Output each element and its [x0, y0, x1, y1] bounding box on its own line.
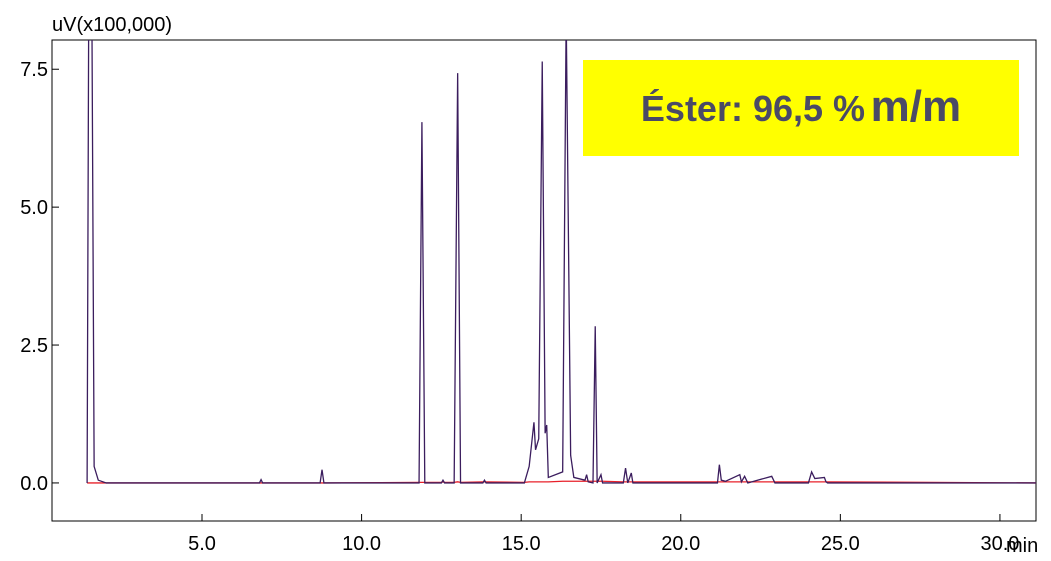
- x-tick-label: 5.0: [188, 533, 216, 555]
- x-axis-label: min: [1006, 535, 1038, 556]
- y-tick-label: 2.5: [20, 335, 48, 357]
- y-tick-label: 7.5: [20, 59, 48, 81]
- y-tick-label: 0.0: [20, 473, 48, 495]
- x-tick-label: 10.0: [342, 533, 381, 555]
- trace: [86, 40, 1036, 484]
- plot-frame: [51, 39, 1037, 522]
- annotation: Éster: 96,5 % m/m: [641, 82, 961, 131]
- x-tick-label: 20.0: [661, 533, 700, 555]
- plot-lines: [86, 40, 1036, 484]
- x-tick-label: 30.0: [980, 533, 1019, 555]
- x-tick-label: 25.0: [821, 533, 860, 555]
- x-tick-label: 15.0: [502, 533, 541, 555]
- annotation-box: [583, 60, 1019, 156]
- y-tick-label: 5.0: [20, 197, 48, 219]
- y-axis-label: uV(x100,000): [52, 14, 172, 36]
